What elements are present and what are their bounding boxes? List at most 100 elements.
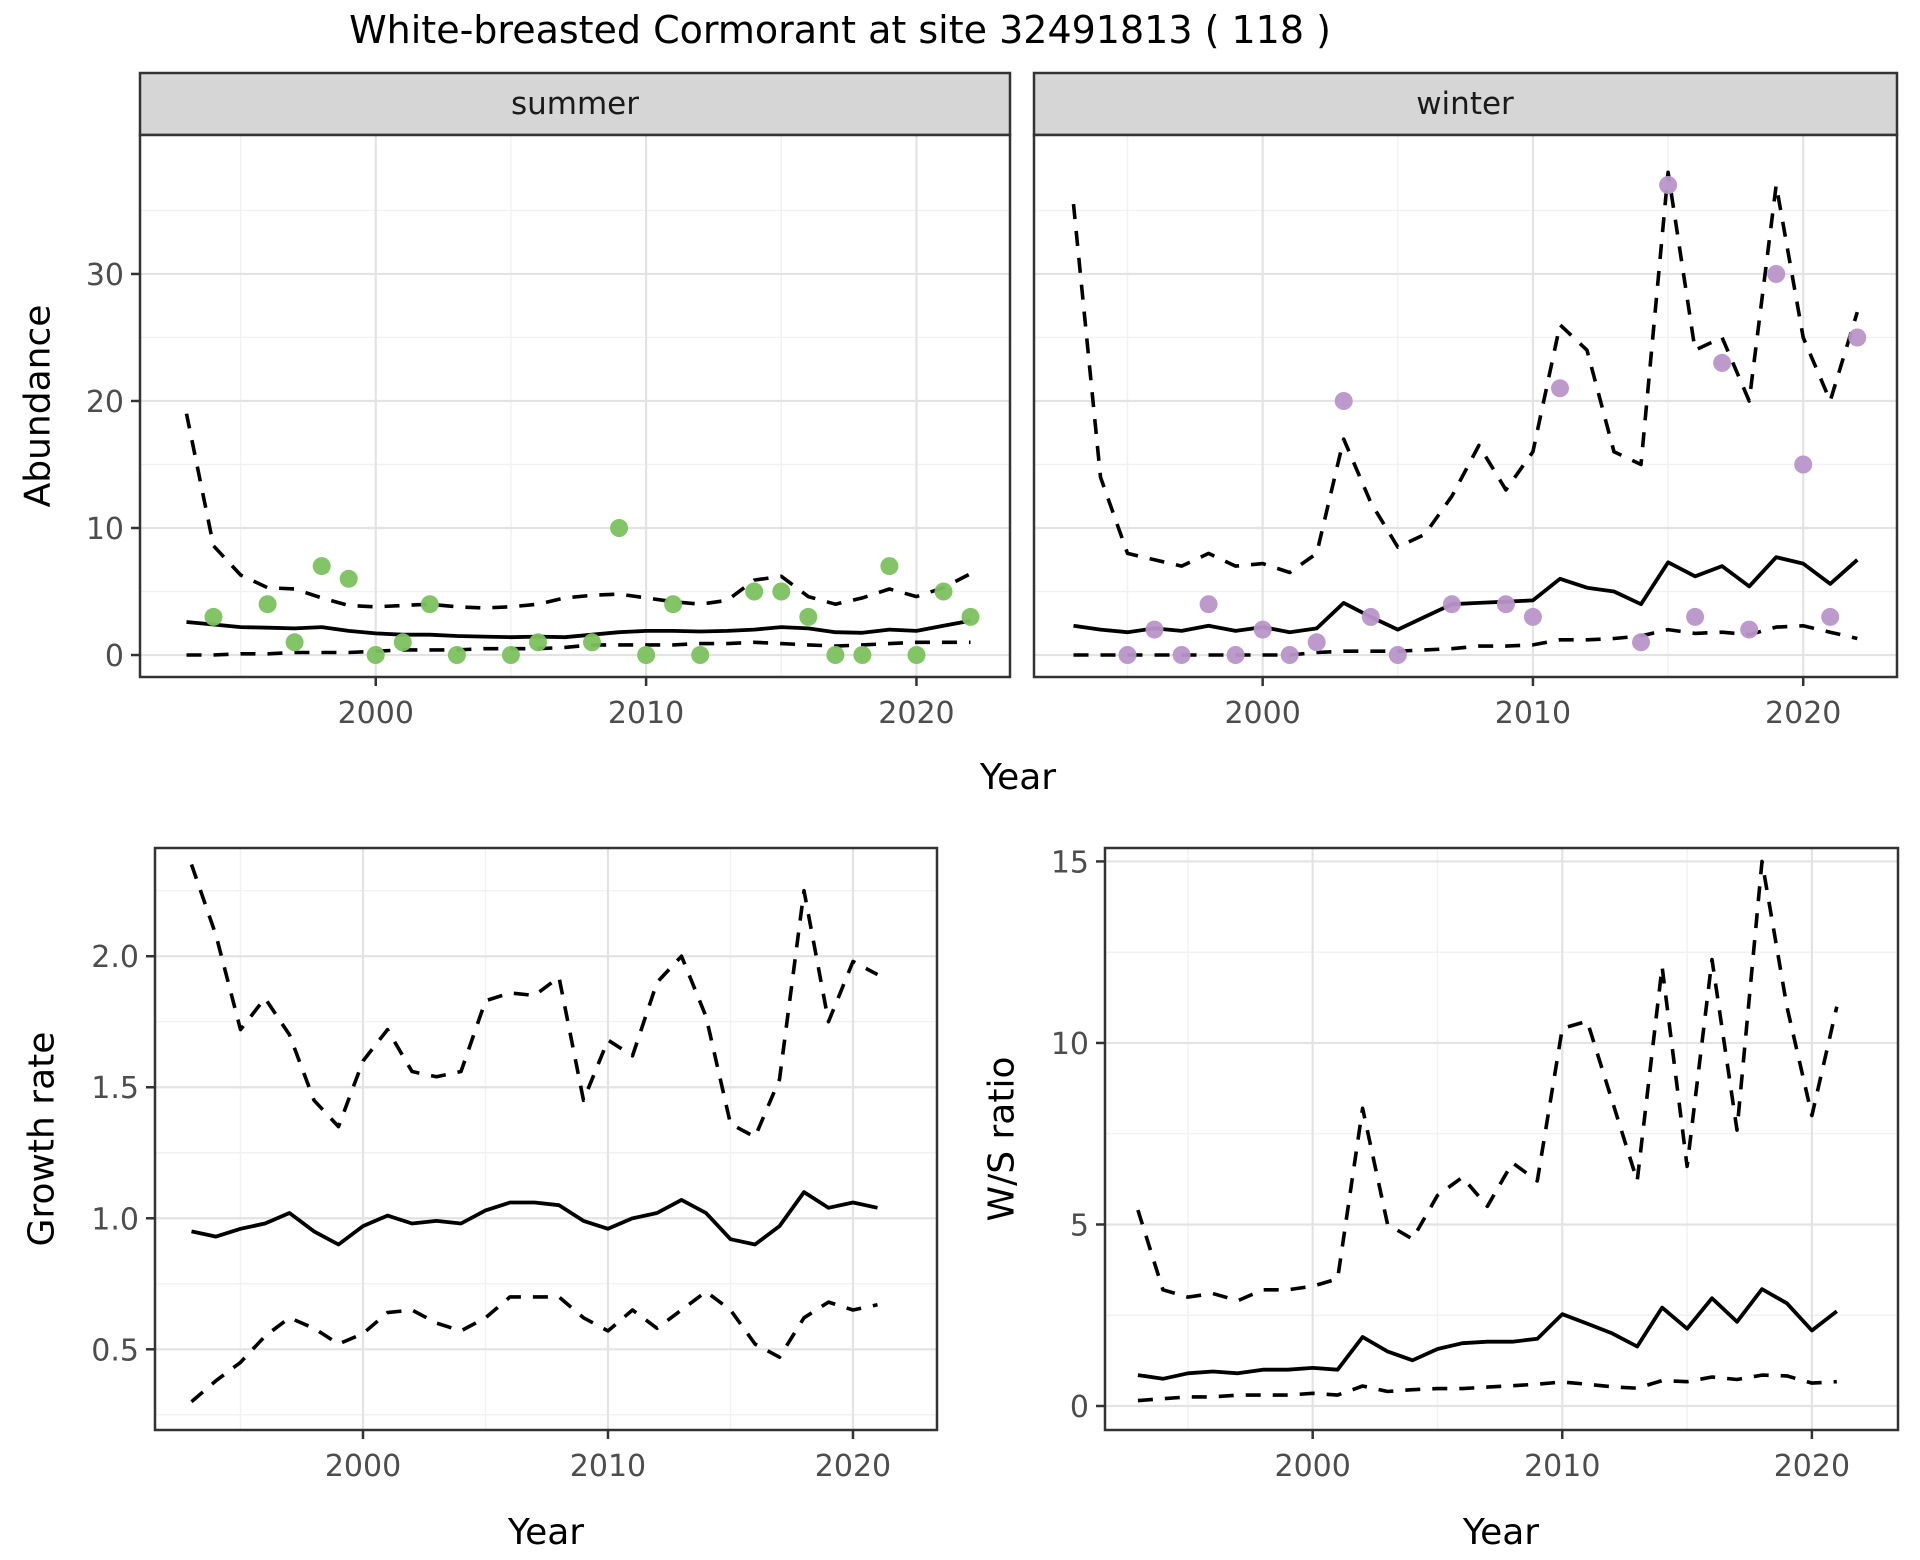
data-point-summer (501, 646, 520, 664)
data-point-summer (258, 595, 277, 614)
data-point-summer (420, 595, 439, 614)
y-tick-label: 2.0 (91, 940, 139, 975)
data-point-winter (1632, 633, 1650, 652)
facet-strip-winter (1032, 71, 1899, 137)
data-point-summer (880, 557, 899, 576)
data-point-winter (1442, 595, 1461, 614)
series-mean-summer (186, 618, 971, 640)
data-point-summer (907, 646, 926, 664)
panel-summer: 2000 2010 2020 0 10 20 30 (86, 133, 1012, 731)
data-point-winter (1307, 633, 1326, 652)
x-tick-label: 2020 (878, 696, 954, 731)
series-mean-ws (1137, 1287, 1838, 1381)
y-tick-label: 30 (86, 258, 124, 293)
series-upper-ci-winter (1071, 170, 1860, 575)
facet-strip-summer (138, 71, 1012, 137)
x-tick-label: 2020 (815, 1449, 891, 1484)
x-tick-label: 2010 (1524, 1449, 1600, 1484)
panel-ws: 2000 2010 2020 0 5 10 15 (1051, 845, 1900, 1484)
data-point-summer (664, 595, 683, 614)
x-tick-label: 2020 (1774, 1449, 1850, 1484)
data-point-winter (1496, 595, 1515, 614)
data-point-winter (1523, 607, 1542, 626)
x-axis-title-year-ws: Year (1462, 1512, 1540, 1553)
y-tick-label: 10 (1051, 1027, 1089, 1062)
panel-growth: 2000 2010 2020 0.5 1.0 1.5 2.0 (91, 846, 939, 1484)
data-point-winter (1686, 607, 1705, 626)
data-point-winter (1253, 620, 1272, 639)
data-point-summer (961, 607, 980, 626)
x-tick-label: 2000 (1274, 1449, 1350, 1484)
series-lower-ci-ws (1137, 1373, 1837, 1403)
y-tick-label: 5 (1070, 1208, 1089, 1243)
series-upper-ci-summer (184, 413, 972, 610)
data-point-winter (1821, 607, 1840, 626)
y-tick-label: 1.5 (91, 1071, 139, 1106)
data-point-winter (1794, 455, 1813, 474)
x-tick-label: 2010 (608, 696, 684, 731)
data-point-summer (312, 557, 331, 576)
data-point-summer (339, 569, 358, 588)
x-tick-label: 2010 (1495, 696, 1571, 731)
data-point-summer (826, 646, 845, 664)
plot-title: White-breasted Cormorant at site 3249181… (349, 8, 1331, 52)
data-point-winter (1740, 620, 1759, 639)
facet-strip-label-winter: winter (1416, 86, 1514, 122)
series-lower-ci-winter (1073, 623, 1858, 657)
y-tick-label: 10 (86, 512, 124, 547)
data-point-winter (1713, 353, 1732, 372)
data-point-summer (529, 633, 547, 652)
y-axis-title-ws-ratio: W/S ratio (981, 1056, 1023, 1222)
x-axis-title-year-growth: Year (507, 1512, 585, 1553)
series-mean-growth (191, 1190, 878, 1247)
data-point-winter (1361, 607, 1380, 626)
y-axis-title-growth-rate: Growth rate (21, 1031, 63, 1247)
data-point-summer (447, 646, 466, 664)
y-tick-label: 0 (1070, 1390, 1089, 1425)
data-point-winter (1199, 595, 1218, 614)
x-axis-title-year-top: Year (979, 757, 1057, 798)
data-point-winter (1145, 620, 1164, 639)
data-point-summer (745, 582, 764, 601)
data-point-summer (799, 607, 818, 626)
x-tick-label: 2000 (338, 696, 414, 731)
y-axis-title-abundance: Abundance (17, 304, 59, 508)
data-point-winter (1767, 265, 1786, 283)
data-point-winter (1172, 646, 1191, 664)
data-point-winter (1226, 646, 1245, 664)
y-tick-label: 20 (86, 385, 124, 420)
data-point-winter (1848, 328, 1867, 347)
data-point-summer (637, 646, 656, 664)
y-tick-label: 0 (105, 639, 124, 674)
x-tick-label: 2000 (325, 1449, 401, 1484)
series-upper-ci-ws (1136, 859, 1839, 1303)
data-point-summer (934, 582, 953, 601)
data-point-winter (1551, 379, 1569, 398)
data-point-summer (393, 633, 412, 652)
data-point-winter (1280, 646, 1299, 664)
facet-strip-label-summer: summer (510, 86, 640, 122)
data-point-summer (610, 519, 629, 537)
series-lower-ci-growth (190, 1289, 878, 1404)
data-point-summer (583, 633, 601, 652)
x-tick-label: 2020 (1765, 696, 1841, 731)
data-point-winter (1118, 646, 1137, 664)
data-point-summer (204, 607, 223, 626)
data-point-summer (366, 646, 385, 664)
series-mean-winter (1073, 555, 1859, 635)
data-point-summer (285, 633, 304, 652)
series-upper-ci-growth (189, 863, 879, 1139)
data-point-summer (853, 646, 872, 664)
data-point-winter (1334, 392, 1353, 410)
x-tick-label: 2000 (1224, 696, 1300, 731)
x-tick-label: 2010 (570, 1449, 646, 1484)
y-tick-label: 1.0 (91, 1202, 139, 1237)
data-point-summer (691, 646, 710, 664)
y-tick-label: 15 (1051, 845, 1089, 880)
panel-winter: 2000 2010 2020 (1032, 133, 1899, 731)
data-point-winter (1388, 646, 1407, 664)
data-point-winter (1659, 176, 1678, 194)
series-lower-ci-summer (186, 640, 971, 657)
